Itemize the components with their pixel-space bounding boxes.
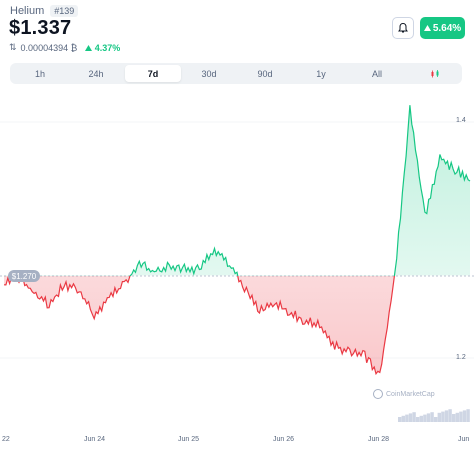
data-point (393, 274, 396, 277)
volume-bar (444, 410, 449, 422)
volume-bar (412, 412, 416, 422)
candlestick-toggle[interactable] (420, 65, 450, 82)
volume-bar (434, 417, 438, 422)
data-point (243, 286, 246, 289)
data-point (469, 180, 472, 183)
volume-bar (426, 413, 431, 422)
volume-bar (455, 412, 459, 422)
candlestick-icon (431, 69, 439, 77)
data-point (438, 156, 441, 159)
data-point (423, 215, 426, 218)
volume-bar (398, 417, 402, 422)
data-point (378, 374, 381, 377)
watermark: CoinMarketCap (373, 389, 435, 399)
swap-icon[interactable]: ⇅ (9, 42, 17, 52)
data-point (48, 303, 51, 306)
data-point (273, 300, 276, 303)
volume-bar (437, 412, 441, 422)
data-point (168, 264, 171, 267)
volume-bar (430, 412, 434, 422)
tab-all[interactable]: All (371, 68, 382, 79)
data-point (93, 314, 96, 317)
data-point (258, 309, 261, 312)
time-range-tabs: 1h 24h 7d 30d 90d 1y All (10, 63, 462, 84)
x-tick-label: Jun 28 (368, 436, 390, 443)
data-point (348, 351, 351, 354)
data-point (408, 109, 411, 112)
data-point (363, 354, 366, 357)
x-tick-label: Jun 26 (273, 436, 295, 443)
data-point (138, 262, 141, 265)
price-change-value: 5.64% (432, 22, 462, 34)
volume-bar (423, 414, 427, 422)
tab-7d[interactable]: 7d (125, 65, 181, 82)
data-point (288, 312, 291, 315)
price-chart-svg (0, 105, 474, 422)
area-below-reference (4, 276, 395, 374)
tab-1h[interactable]: 1h (34, 68, 45, 79)
data-point (213, 248, 216, 251)
price-alert-button[interactable] (392, 17, 414, 39)
volume-bar (448, 409, 452, 422)
volume-bar (405, 414, 409, 422)
data-point (318, 323, 321, 326)
tab-24h[interactable]: 24h (88, 68, 104, 79)
reference-price-label: $1.270 (8, 270, 40, 282)
data-point (153, 270, 156, 273)
y-tick-label: 1.4 (456, 117, 466, 124)
tab-30d[interactable]: 30d (201, 68, 217, 79)
series-line-down (3, 276, 396, 376)
watermark-text: CoinMarketCap (386, 390, 435, 398)
caret-up-icon (85, 44, 93, 51)
data-point (228, 262, 231, 265)
data-point (333, 345, 336, 348)
volume-bar (401, 415, 405, 422)
coin-title-row: Helium #139 (10, 5, 79, 17)
volume-bar (462, 410, 467, 422)
data-point (63, 283, 66, 286)
x-tick-label: Jun 24 (84, 436, 106, 443)
data-point (108, 295, 111, 298)
btc-price-row: ⇅ 0.00004394 ₿ 4.37% (9, 42, 120, 53)
data-point (78, 288, 81, 291)
data-point (123, 283, 126, 286)
tab-1y[interactable]: 1y (316, 68, 326, 79)
x-tick-label: Jun 25 (178, 436, 200, 443)
data-point (453, 168, 456, 171)
volume-bar (419, 415, 423, 422)
data-point (183, 267, 186, 270)
coin-name: Helium (10, 5, 45, 17)
x-tick-label: 22 (2, 436, 10, 443)
series-line-up (11, 105, 471, 276)
volume-bar (466, 409, 470, 422)
volume-bar (452, 414, 456, 422)
x-tick-label: Jun (458, 436, 470, 443)
coin-header: Helium #139 $1.337 ⇅ 0.00004394 ₿ 4.37% … (0, 0, 474, 58)
area-above-reference (4, 105, 470, 276)
data-point (198, 268, 201, 271)
volume-bar (441, 411, 445, 422)
btc-change-value: 4.37% (94, 42, 121, 53)
coinmarketcap-logo-icon (373, 389, 383, 399)
btc-change: 4.37% (85, 43, 120, 53)
volume-bar (416, 417, 420, 422)
data-point (33, 292, 36, 295)
price-chart[interactable]: $1.270 1.4 1.2 CoinMarketCap 22 Jun 24 J… (0, 90, 474, 460)
volume-bars (398, 409, 470, 422)
data-point (303, 319, 306, 322)
coin-price: $1.337 (9, 17, 72, 39)
tab-90d[interactable]: 90d (257, 68, 273, 79)
caret-up-icon (423, 25, 431, 31)
volume-bar (459, 411, 463, 422)
data-point (3, 283, 6, 286)
price-change-badge[interactable]: 5.64% (420, 17, 465, 39)
btc-price: 0.00004394 ₿ (20, 42, 78, 53)
rank-badge: #139 (50, 5, 79, 17)
y-tick-label: 1.2 (456, 354, 466, 361)
bell-icon (398, 22, 408, 33)
volume-bar (408, 413, 413, 422)
